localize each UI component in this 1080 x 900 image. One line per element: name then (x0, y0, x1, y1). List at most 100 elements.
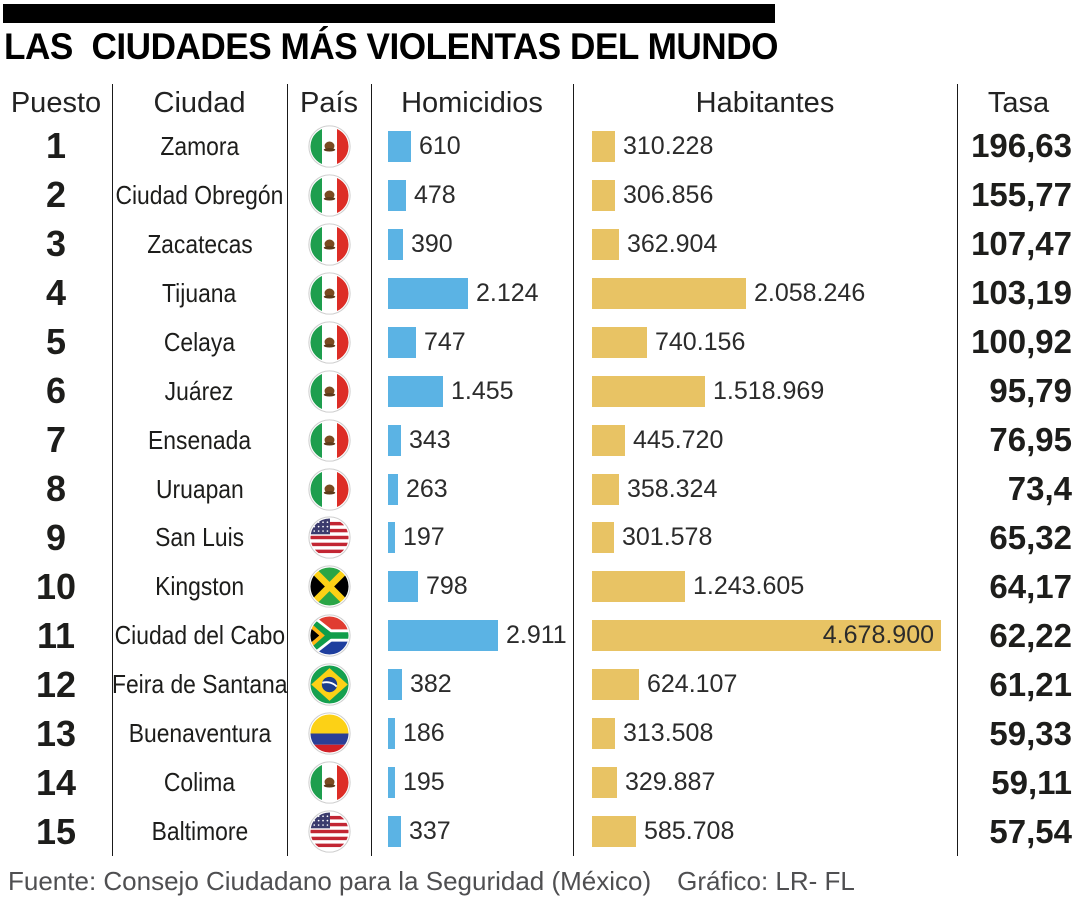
city-name: Celaya (163, 326, 236, 357)
inhabitants-value: 585.708 (644, 817, 735, 846)
homicides-value: 382 (410, 670, 452, 699)
table-row: 13 Buenaventura 186 313.508 59,33 (0, 709, 1080, 758)
homicides-bar-group: 2.124 (388, 269, 539, 318)
homicides-bar (388, 130, 411, 162)
page-title: LAS CIUDADES MÁS VIOLENTAS DEL MUNDO (4, 26, 778, 67)
country-flag (287, 660, 371, 709)
inhabitants-bar-group: 362.904 (592, 220, 717, 269)
inhabitants-bar (592, 473, 619, 505)
inhabitants-value: 329.887 (625, 768, 716, 797)
city-name: Feira de Santana (111, 669, 288, 700)
column-divider (112, 84, 113, 856)
top-black-bar (3, 4, 775, 23)
source-credit: Fuente: Consejo Ciudadano para la Seguri… (8, 866, 652, 896)
rate-value: 65,32 (989, 518, 1072, 556)
homicides-bar (388, 277, 468, 309)
homicides-value: 2.124 (476, 278, 539, 307)
inhabitants-bar (592, 571, 685, 603)
inhabitants-bar (592, 130, 615, 162)
inhabitants-bar (592, 816, 636, 848)
city-name: San Luis (154, 522, 245, 553)
homicides-bar (388, 816, 401, 848)
flag-us-icon (307, 516, 351, 560)
city-name: Kingston (154, 571, 245, 602)
inhabitants-bar-group: 740.156 (592, 318, 745, 367)
country-flag (287, 122, 371, 171)
city-name-cell: Buenaventura (112, 709, 287, 758)
inhabitants-bar-group: 4.678.900 (592, 611, 941, 660)
homicides-bar (388, 571, 418, 603)
rank-number: 8 (45, 468, 67, 510)
flag-mx-icon (307, 125, 351, 168)
rate-value: 107,47 (971, 225, 1072, 263)
country-flag (287, 514, 371, 563)
rank-number: 3 (45, 223, 67, 265)
city-name-cell: Kingston (112, 562, 287, 611)
rank-number: 7 (45, 419, 67, 461)
flag-za-icon (307, 614, 351, 657)
country-flag (287, 416, 371, 465)
inhabitants-bar (592, 424, 625, 456)
inhabitants-value: 306.856 (623, 180, 714, 209)
inhabitants-value: 624.107 (647, 670, 738, 699)
inhabitants-bar (592, 277, 746, 309)
city-name-cell: Celaya (112, 318, 287, 367)
rank-number: 9 (45, 516, 67, 558)
city-name: Uruapan (155, 473, 244, 504)
homicides-bar (388, 375, 443, 407)
rate-value: 64,17 (989, 567, 1072, 605)
column-header-city: Ciudad (153, 86, 246, 119)
flag-co-icon (307, 712, 351, 755)
country-flag (287, 220, 371, 269)
inhabitants-bar-group: 1.243.605 (592, 562, 804, 611)
table-row: 9 San Luis 197 301.578 65,32 (0, 514, 1080, 563)
inhabitants-value: 1.243.605 (693, 572, 805, 601)
country-flag (287, 807, 371, 856)
city-name: Buenaventura (128, 718, 271, 749)
homicides-bar (388, 179, 406, 211)
rate-value: 100,92 (971, 323, 1072, 361)
homicides-bar (388, 718, 395, 750)
homicides-value: 747 (424, 327, 466, 356)
inhabitants-bar-group: 313.508 (592, 709, 713, 758)
flag-mx-icon (307, 467, 351, 511)
city-name: Tijuana (162, 277, 237, 308)
homicides-value: 263 (406, 474, 448, 503)
homicides-bar-group: 195 (388, 758, 445, 807)
city-name-cell: Baltimore (112, 807, 287, 856)
table-row: 2 Ciudad Obregón 478 306.856 155,77 (0, 171, 1080, 220)
city-name: Colima (163, 767, 236, 798)
city-name-cell: Uruapan (112, 465, 287, 514)
homicides-value: 798 (426, 572, 468, 601)
rate-value: 196,63 (971, 127, 1072, 165)
rate-value: 62,22 (989, 616, 1072, 654)
inhabitants-bar-group: 624.107 (592, 660, 737, 709)
homicides-value: 195 (403, 768, 445, 797)
graphic-credit: Gráfico: LR- FL (677, 866, 855, 896)
city-name: Ciudad del Cabo (114, 620, 285, 651)
homicides-bar-group: 343 (388, 416, 451, 465)
city-name-cell: Zacatecas (112, 220, 287, 269)
country-flag (287, 562, 371, 611)
rate-value: 103,19 (971, 274, 1072, 312)
rank-number: 2 (45, 174, 67, 216)
inhabitants-value: 301.578 (622, 523, 713, 552)
inhabitants-bar-group: 358.324 (592, 465, 717, 514)
city-name-cell: Ensenada (112, 416, 287, 465)
homicides-bar-group: 382 (388, 660, 452, 709)
table-body: 1 Zamora 610 310.228 196,63 2 Ciudad Obr… (0, 122, 1080, 856)
flag-mx-icon (307, 370, 351, 413)
inhabitants-bar-group: 306.856 (592, 171, 713, 220)
rate-value: 59,33 (989, 714, 1072, 752)
homicides-bar-group: 197 (388, 514, 445, 563)
table-row: 8 Uruapan 263 358.324 73,4 (0, 465, 1080, 514)
inhabitants-value: 445.720 (633, 425, 724, 454)
homicides-bar-group: 337 (388, 807, 451, 856)
city-name-cell: Juárez (112, 367, 287, 416)
inhabitants-bar (592, 669, 639, 701)
homicides-value: 610 (419, 131, 461, 160)
rate-value: 59,11 (991, 763, 1072, 801)
city-name-cell: Zamora (112, 122, 287, 171)
inhabitants-value: 358.324 (627, 474, 718, 503)
